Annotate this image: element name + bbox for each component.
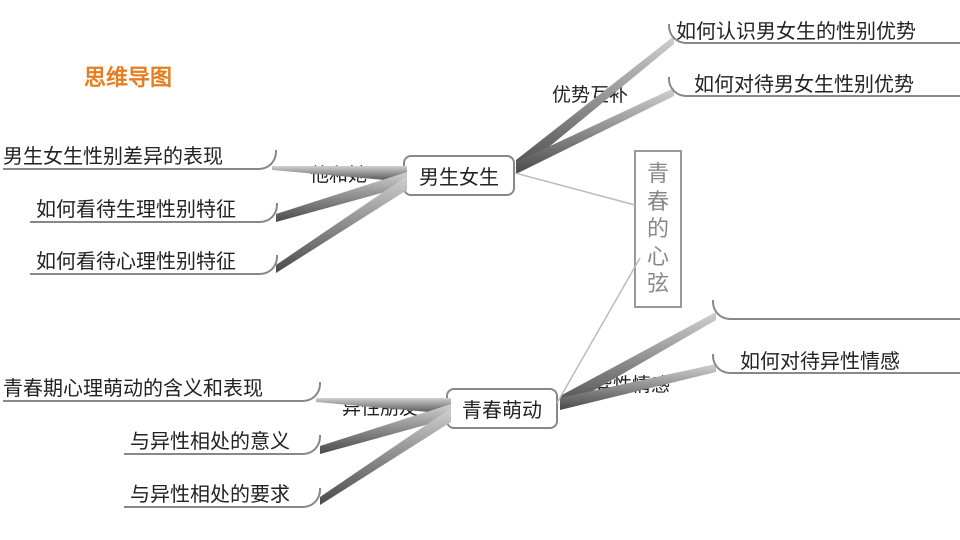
leaf-line-tl-0 xyxy=(3,150,277,170)
root-char: 的 xyxy=(646,215,670,243)
leaf-line-bl-1 xyxy=(124,435,321,455)
leaf-line-br-0 xyxy=(712,354,960,374)
root-char: 弦 xyxy=(646,270,670,298)
root-char: 春 xyxy=(646,188,670,216)
wedge-top-right xyxy=(516,34,676,174)
wedge-top-left xyxy=(272,160,407,275)
page-title: 思维导图 xyxy=(84,60,172,92)
root-char: 心 xyxy=(646,243,670,271)
node-youth-sprout: 青春萌动 xyxy=(446,388,558,429)
leaf-line-tr-0 xyxy=(668,24,960,44)
leaf-line-br-extra xyxy=(712,300,960,320)
wedge-bottom-left xyxy=(316,392,451,507)
leaf-line-bl-2 xyxy=(124,488,321,508)
leaf-line-tr-1 xyxy=(668,77,960,97)
thin-line-2 xyxy=(555,258,645,408)
leaf-line-bl-0 xyxy=(3,382,321,402)
node-boys-girls: 男生女生 xyxy=(403,155,515,196)
leaf-line-tl-1 xyxy=(30,203,278,223)
thin-line-1 xyxy=(515,170,640,210)
leaf-line-tl-2 xyxy=(30,255,278,275)
